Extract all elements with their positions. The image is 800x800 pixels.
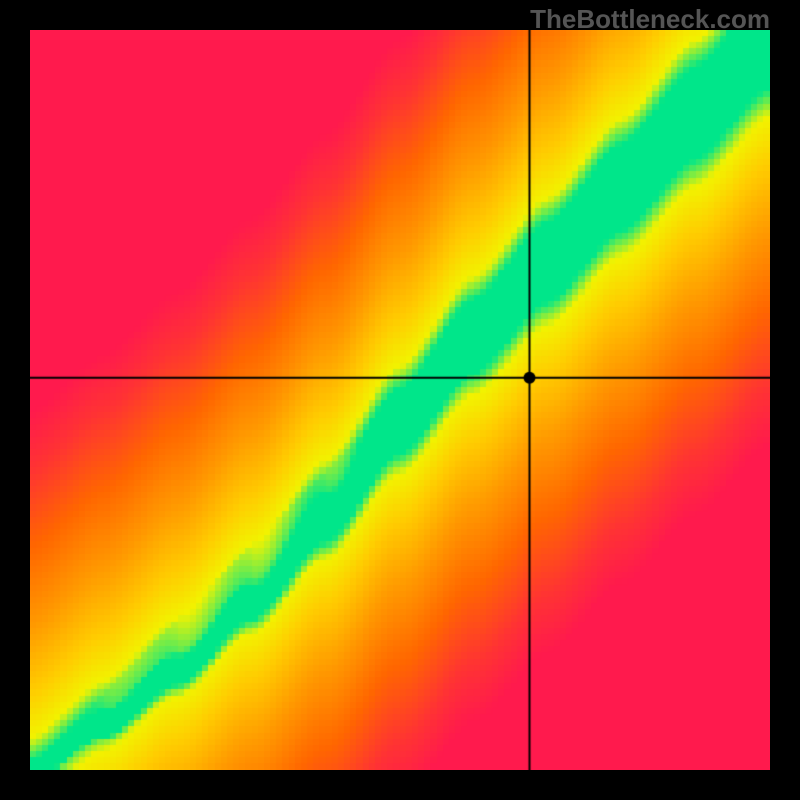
watermark-text: TheBottleneck.com <box>530 4 770 35</box>
bottleneck-heatmap <box>30 30 770 770</box>
chart-container: TheBottleneck.com <box>0 0 800 800</box>
